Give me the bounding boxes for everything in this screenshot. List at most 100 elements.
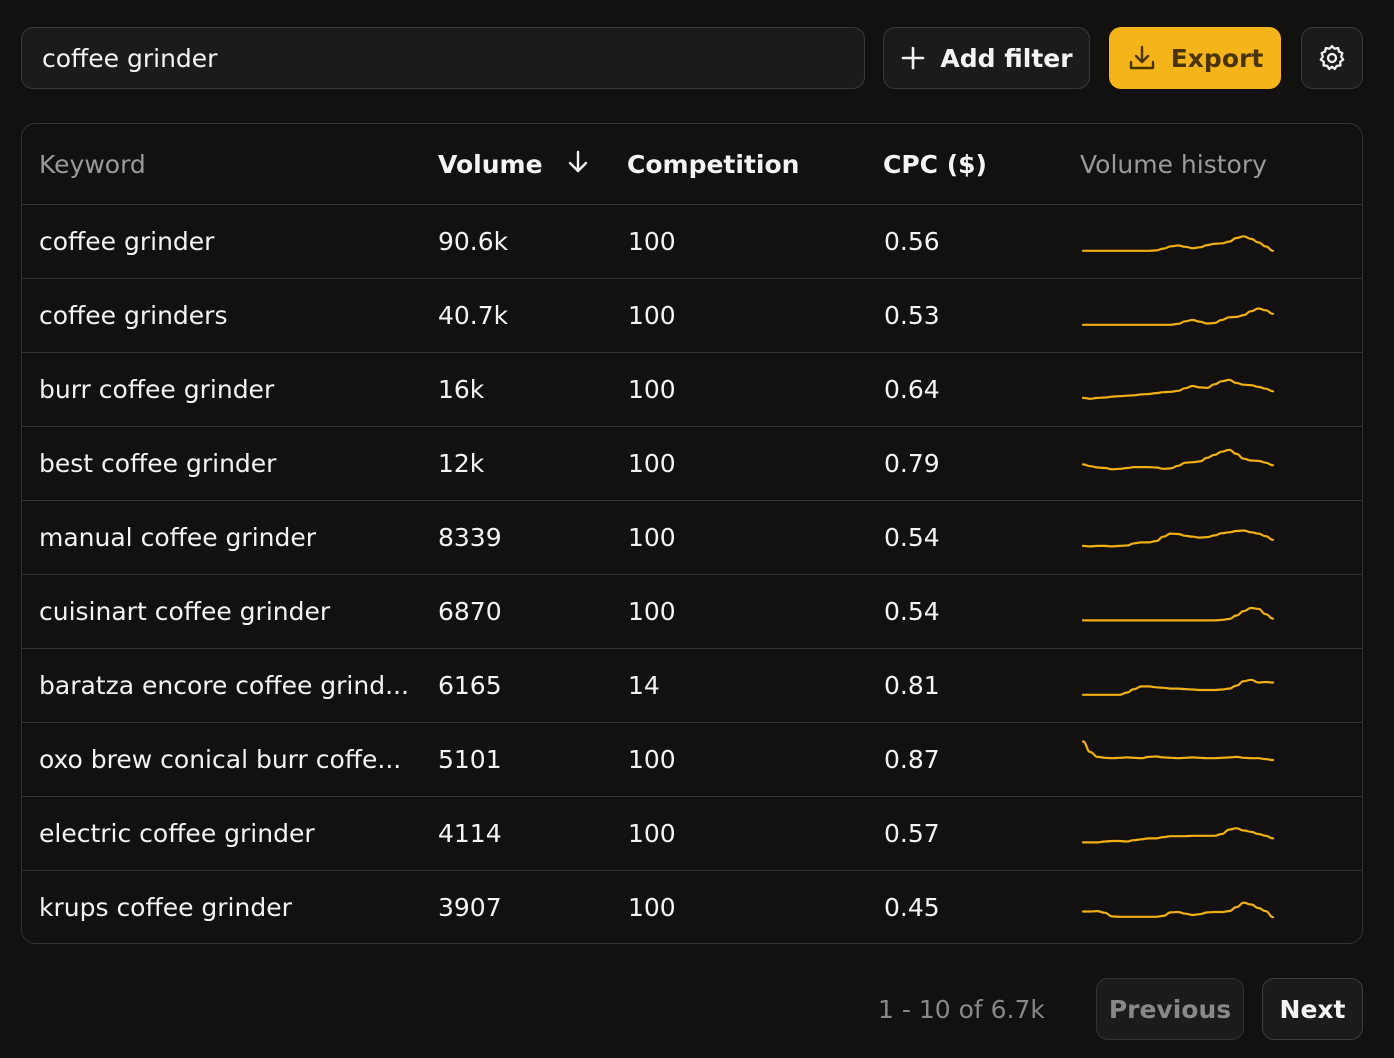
sparkline-series-line	[1081, 378, 1275, 400]
table-row[interactable]: coffee grinders 40.7k 100 0.53	[22, 279, 1362, 353]
volume-history-sparkline	[1081, 606, 1275, 621]
keyword-cell: manual coffee grinder	[39, 523, 317, 552]
next-page-button[interactable]: Next	[1262, 978, 1363, 1040]
competition-cell: 100	[628, 227, 676, 256]
table-row[interactable]: best coffee grinder 12k 100 0.79	[22, 427, 1362, 501]
cpc-cell: 0.56	[884, 227, 940, 256]
volume-cell: 40.7k	[438, 301, 509, 330]
volume-history-sparkline	[1081, 826, 1275, 843]
keyword-table: Keyword Volume Competition CPC ($) Volum…	[21, 123, 1363, 944]
settings-button[interactable]	[1301, 27, 1363, 89]
cpc-cell: 0.54	[884, 597, 940, 626]
volume-cell: 16k	[438, 375, 485, 404]
competition-cell: 100	[628, 449, 676, 478]
table-row[interactable]: electric coffee grinder 4114 100 0.57	[22, 797, 1362, 871]
keyword-cell: oxo brew conical burr coffe...	[39, 745, 402, 774]
competition-cell: 100	[628, 301, 676, 330]
volume-history-sparkline	[1081, 528, 1275, 548]
volume-cell: 4114	[438, 819, 502, 848]
search-input[interactable]	[21, 27, 865, 89]
column-header-keyword[interactable]: Keyword	[39, 150, 146, 179]
volume-history-cell	[1081, 501, 1277, 574]
column-header-competition[interactable]: Competition	[627, 150, 800, 179]
keyword-cell: electric coffee grinder	[39, 819, 315, 848]
volume-history-cell	[1081, 797, 1277, 870]
table-row[interactable]: burr coffee grinder 16k 100 0.64	[22, 353, 1362, 427]
competition-cell: 100	[628, 745, 676, 774]
sparkline-series-line	[1081, 678, 1275, 696]
cpc-cell: 0.87	[884, 745, 940, 774]
volume-history-cell	[1081, 723, 1277, 796]
volume-history-sparkline	[1081, 306, 1275, 326]
table-row[interactable]: manual coffee grinder 8339 100 0.54	[22, 501, 1362, 575]
sparkline-series-line	[1081, 448, 1275, 470]
add-filter-label: Add filter	[940, 43, 1073, 73]
table-row[interactable]: krups coffee grinder 3907 100 0.45	[22, 871, 1362, 943]
table-header: Keyword Volume Competition CPC ($) Volum…	[22, 124, 1362, 205]
volume-history-sparkline	[1081, 678, 1275, 696]
table-row[interactable]: oxo brew conical burr coffe... 5101 100 0.8…	[22, 723, 1362, 797]
volume-history-cell	[1081, 279, 1277, 352]
sparkline-series-line	[1081, 234, 1275, 252]
sparkline-series-line	[1081, 826, 1275, 843]
volume-history-cell	[1081, 575, 1277, 648]
plus-icon	[900, 45, 926, 71]
sparkline-series-line	[1081, 306, 1275, 326]
competition-cell: 100	[628, 893, 676, 922]
volume-cell: 12k	[438, 449, 485, 478]
table-row[interactable]: cuisinart coffee grinder 6870 100 0.54	[22, 575, 1362, 649]
volume-cell: 6870	[438, 597, 502, 626]
keyword-cell: coffee grinder	[39, 227, 215, 256]
arrow-down-icon	[565, 149, 591, 181]
cpc-cell: 0.54	[884, 523, 940, 552]
volume-history-sparkline	[1081, 739, 1275, 761]
column-header-cpc[interactable]: CPC ($)	[883, 150, 987, 179]
sparkline-series-line	[1081, 739, 1275, 761]
keyword-cell: cuisinart coffee grinder	[39, 597, 331, 626]
volume-history-sparkline	[1081, 234, 1275, 252]
table-row[interactable]: baratza encore coffee grind... 6165 14 0.81	[22, 649, 1362, 723]
volume-history-sparkline	[1081, 378, 1275, 400]
volume-history-cell	[1081, 427, 1277, 500]
competition-cell: 100	[628, 523, 676, 552]
table-row[interactable]: coffee grinder 90.6k 100 0.56	[22, 205, 1362, 279]
cpc-cell: 0.45	[884, 893, 940, 922]
volume-history-sparkline	[1081, 448, 1275, 470]
volume-history-sparkline	[1081, 901, 1275, 918]
cpc-cell: 0.81	[884, 671, 940, 700]
column-header-volume-history: Volume history	[1080, 150, 1267, 179]
export-label: Export	[1170, 43, 1264, 73]
keyword-cell: burr coffee grinder	[39, 375, 275, 404]
volume-cell: 3907	[438, 893, 502, 922]
previous-page-button[interactable]: Previous	[1096, 978, 1244, 1040]
keyword-cell: best coffee grinder	[39, 449, 277, 478]
competition-cell: 100	[628, 375, 676, 404]
cpc-cell: 0.64	[884, 375, 940, 404]
volume-history-cell	[1081, 205, 1277, 278]
competition-cell: 100	[628, 819, 676, 848]
add-filter-button[interactable]: Add filter	[883, 27, 1090, 89]
volume-history-cell	[1081, 871, 1277, 943]
volume-cell: 90.6k	[438, 227, 509, 256]
sparkline-series-line	[1081, 901, 1275, 918]
competition-cell: 100	[628, 597, 676, 626]
volume-history-cell	[1081, 649, 1277, 722]
gear-icon	[1317, 43, 1347, 73]
volume-cell: 8339	[438, 523, 502, 552]
keyword-cell: krups coffee grinder	[39, 893, 292, 922]
cpc-cell: 0.79	[884, 449, 940, 478]
volume-history-cell	[1081, 353, 1277, 426]
download-icon	[1127, 43, 1157, 73]
keyword-cell: coffee grinders	[39, 301, 228, 330]
column-header-volume[interactable]: Volume	[438, 124, 591, 205]
keyword-cell: baratza encore coffee grind...	[39, 671, 409, 700]
export-button[interactable]: Export	[1109, 27, 1281, 89]
cpc-cell: 0.53	[884, 301, 940, 330]
volume-cell: 5101	[438, 745, 502, 774]
pagination-range: 1 - 10 of 6.7k	[878, 994, 1045, 1024]
sparkline-series-line	[1081, 606, 1275, 621]
competition-cell: 14	[628, 671, 660, 700]
sparkline-series-line	[1081, 528, 1275, 548]
cpc-cell: 0.57	[884, 819, 940, 848]
volume-cell: 6165	[438, 671, 502, 700]
